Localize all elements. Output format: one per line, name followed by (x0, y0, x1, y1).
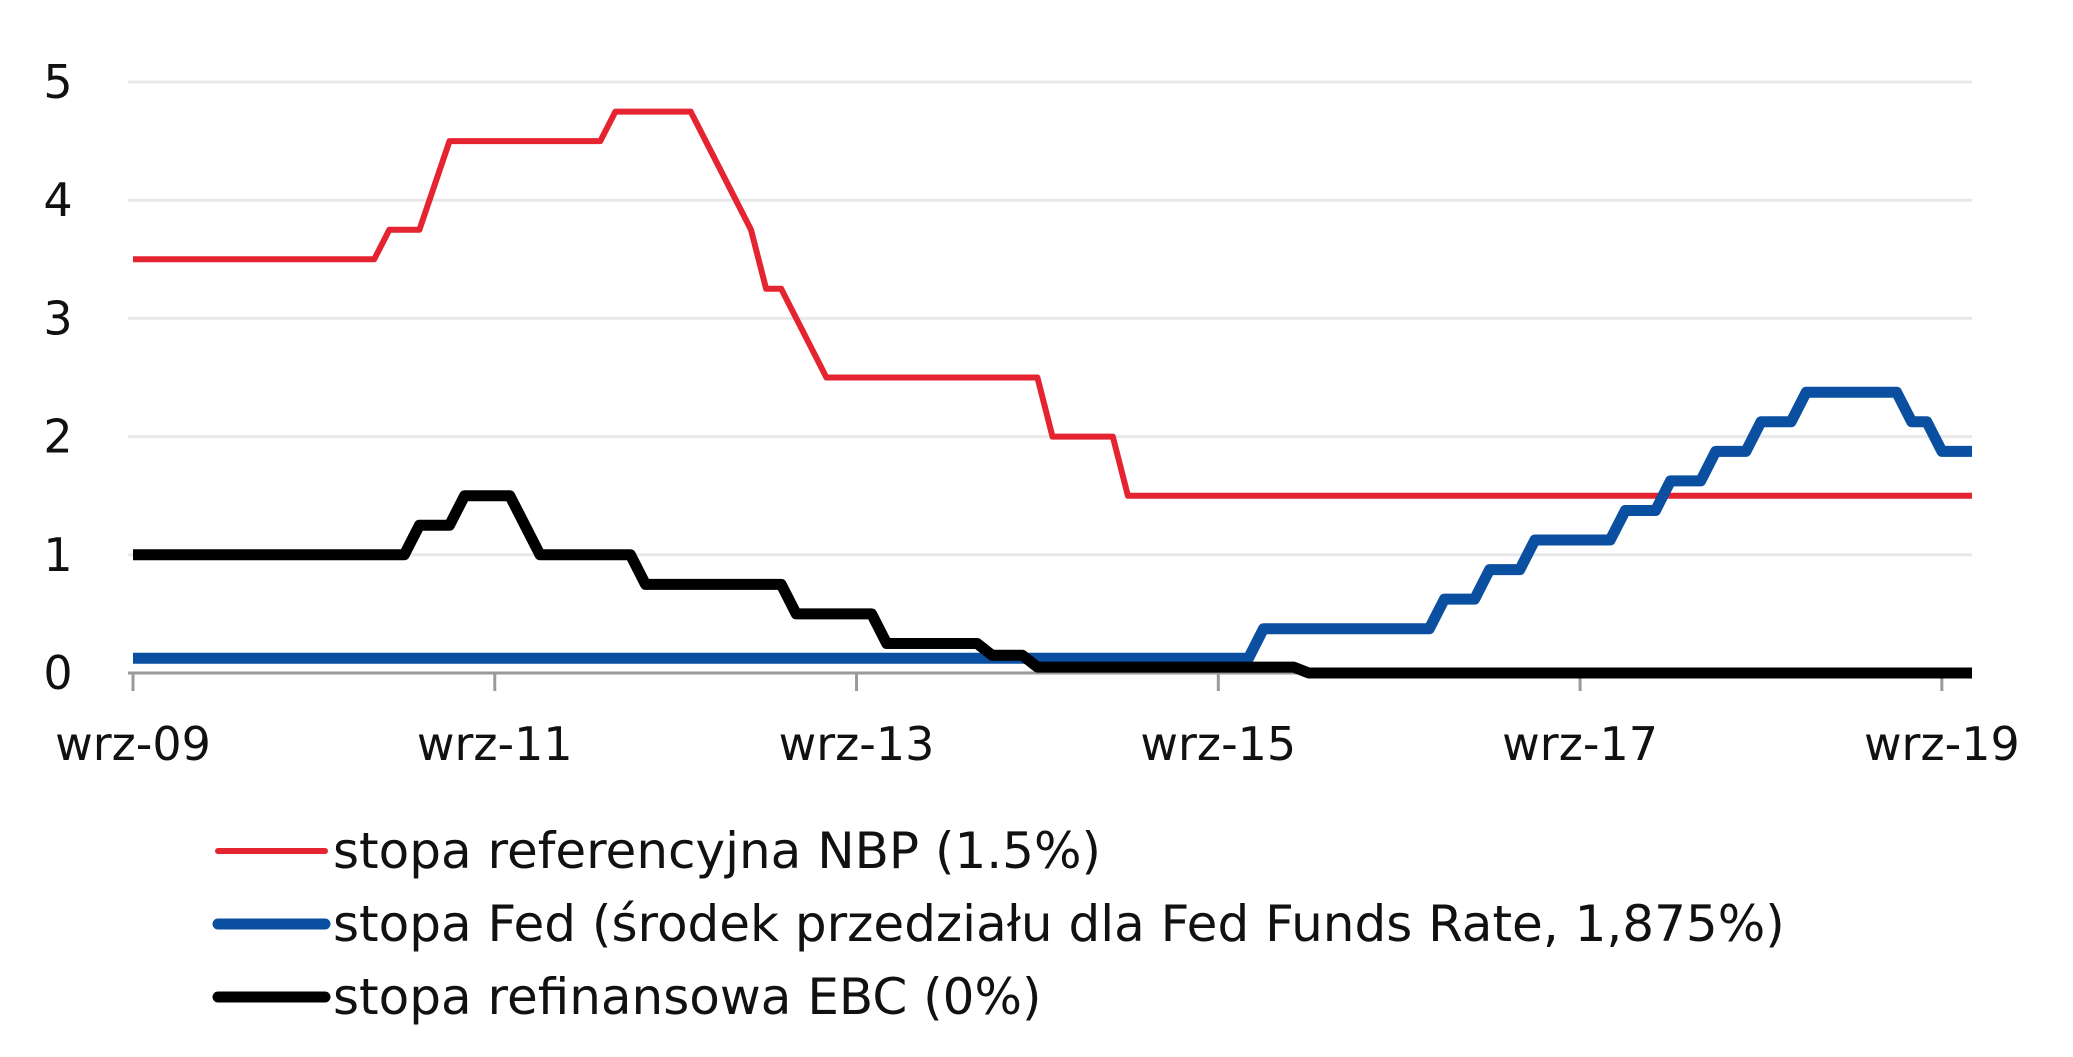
x-tick-label: wrz-09 (55, 717, 211, 771)
x-axis: wrz-09 wrz-11 wrz-13 wrz-15 wrz-17 wrz-19 (55, 671, 2020, 771)
x-tick-label: wrz-11 (417, 717, 573, 771)
x-tick-label: wrz-19 (1864, 717, 2020, 771)
series-line-stopa-referencyjna (133, 108, 1972, 499)
y-tick-label: 5 (43, 55, 72, 109)
y-tick-label: 3 (43, 291, 72, 345)
data-series (133, 108, 1972, 679)
x-tick-label: wrz-13 (779, 717, 935, 771)
y-tick-label: 1 (43, 528, 72, 582)
series-line-stopa-refinansowa (133, 490, 1972, 679)
legend-entry-label: stopa refinansowa EBC (0%) (333, 968, 1041, 1026)
y-tick-label: 4 (43, 173, 72, 227)
legend-entry-label: stopa Fed (środek przedziału dla Fed Fun… (333, 895, 1785, 953)
x-tick-label: wrz-15 (1140, 717, 1296, 771)
x-tick-label: wrz-17 (1502, 717, 1658, 771)
y-tick-label: 0 (43, 646, 72, 700)
series-line-stopa-fed (133, 386, 1972, 664)
legend-entry-label: stopa referencyjna NBP (1.5%) (333, 822, 1101, 880)
y-axis-tick-labels: 0 1 2 3 4 5 (43, 55, 72, 700)
legend: stopa referencyjna NBP (1.5%) stopa Fed (… (212, 822, 1785, 1026)
y-tick-label: 2 (43, 410, 72, 464)
y-gridlines (128, 80, 1972, 557)
